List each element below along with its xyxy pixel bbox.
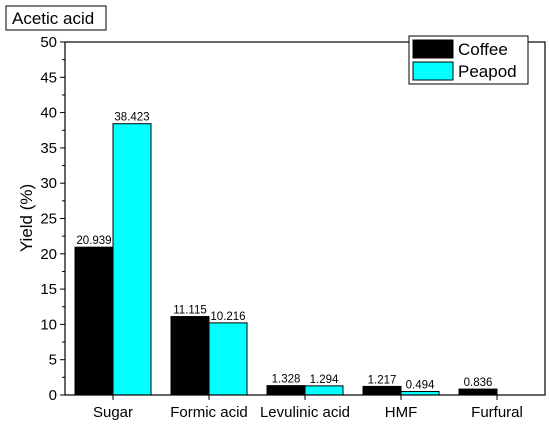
bar-coffee xyxy=(170,316,210,396)
x-category-label: Furfural xyxy=(471,404,523,421)
x-category-label: HMF xyxy=(385,404,418,421)
y-tick-label: 5 xyxy=(49,352,57,369)
y-tick-label: 20 xyxy=(40,246,57,263)
plot-frame xyxy=(64,41,546,396)
legend-label-coffee: Coffee xyxy=(458,40,508,59)
bar-coffee xyxy=(74,246,114,396)
bar-coffee xyxy=(266,385,306,396)
data-label: 38.423 xyxy=(114,112,149,124)
x-axis: Sugar Formic acid Levulinic acid HMF Furfura… xyxy=(93,395,523,421)
data-labels-layer: 20.939 38.423 11.115 10.216 1.328 1.294 1.217 0… xyxy=(76,112,492,392)
y-axis: 0 5 10 15 20 25 30 35 40 45 50 xyxy=(40,34,65,404)
y-tick-label: 45 xyxy=(40,69,57,86)
data-label: 1.294 xyxy=(310,374,339,386)
data-label: 20.939 xyxy=(76,235,111,247)
y-tick-label: 40 xyxy=(40,105,57,122)
bar-peapod xyxy=(112,123,152,396)
chart-title-box xyxy=(5,5,107,31)
legend-swatch-coffee xyxy=(412,39,454,59)
x-category-label: Formic acid xyxy=(170,404,248,421)
data-label: 0.836 xyxy=(464,377,493,389)
x-category-label: Sugar xyxy=(93,404,133,421)
data-label: 10.216 xyxy=(210,311,245,323)
y-tick-label: 10 xyxy=(40,316,57,333)
legend-label-peapod: Peapod xyxy=(458,62,517,81)
y-tick-label: 30 xyxy=(40,175,57,192)
bar-peapod xyxy=(208,322,248,396)
data-label: 0.494 xyxy=(406,380,435,392)
legend: Coffee Peapod xyxy=(408,35,529,85)
y-tick-label: 0 xyxy=(49,387,57,404)
data-label: 11.115 xyxy=(173,305,206,317)
y-tick-label: 35 xyxy=(40,140,57,157)
x-category-label: Levulinic acid xyxy=(260,404,350,421)
bar-coffee xyxy=(458,388,498,396)
bar-coffee xyxy=(362,385,402,396)
y-axis-title: Yield (%) xyxy=(17,184,36,252)
chart-title-text: Acetic acid xyxy=(12,9,94,28)
y-tick-label: 15 xyxy=(40,281,57,298)
chart-title: Acetic acid xyxy=(5,5,107,31)
data-label: 1.217 xyxy=(368,374,397,386)
legend-swatch-peapod xyxy=(412,61,454,81)
y-tick-label: 50 xyxy=(40,34,57,51)
bar-peapod xyxy=(304,385,344,396)
data-label: 1.328 xyxy=(272,374,301,386)
y-tick-label: 25 xyxy=(40,211,57,228)
bars-layer xyxy=(74,123,498,396)
